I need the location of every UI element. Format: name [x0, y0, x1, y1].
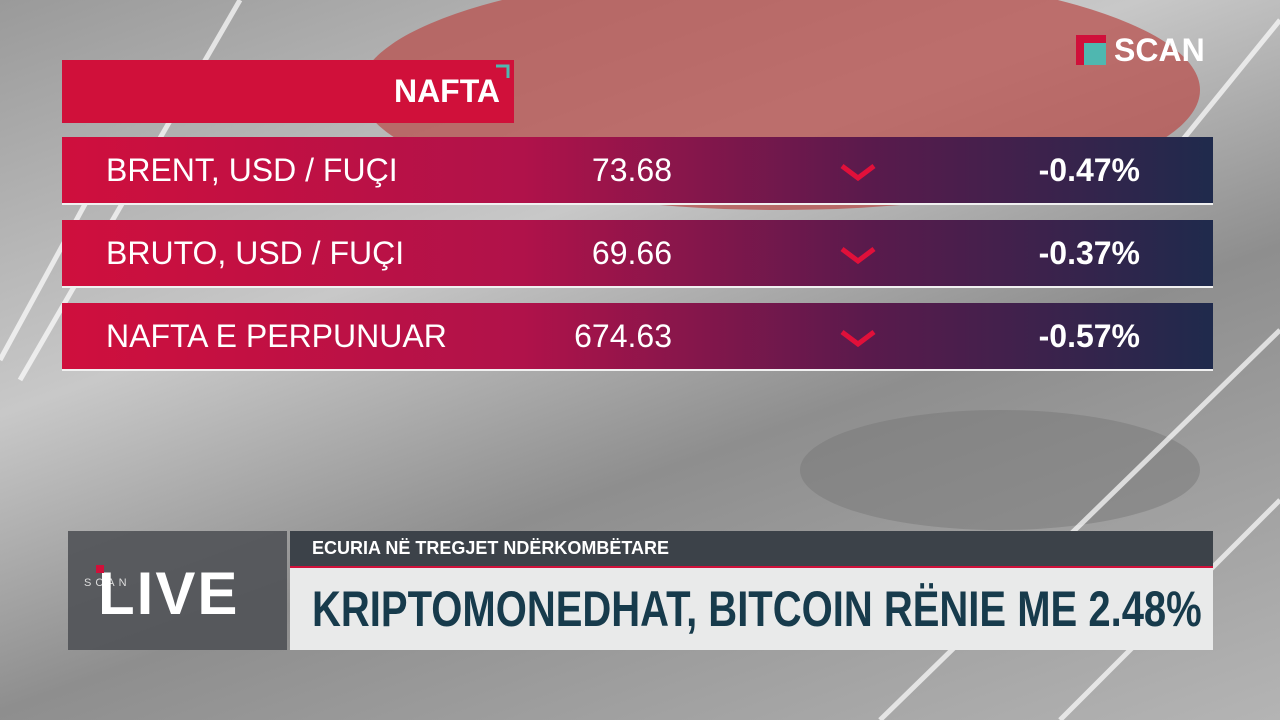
price: 73.68: [591, 152, 672, 188]
change-percent: -0.57%: [1038, 318, 1140, 354]
corner-mark: [496, 64, 510, 78]
channel-logo: SCAN: [1074, 32, 1205, 68]
panel-title: NAFTA: [393, 73, 500, 109]
live-brand: SCAN: [84, 577, 131, 589]
instrument-name: BRENT, USD / FUÇI: [106, 152, 398, 188]
instrument-name: BRUTO, USD / FUÇI: [106, 235, 405, 271]
live-badge: SCAN LIVE: [68, 531, 287, 650]
live-dot: [96, 565, 104, 573]
price-row: BRUTO, USD / FUÇI 69.66 -0.37%: [62, 220, 1213, 288]
panel-title-bar: NAFTA: [62, 60, 514, 123]
price: 69.66: [591, 235, 672, 271]
down-arrow: [840, 164, 876, 181]
instrument-name: NAFTA E PERPUNUAR: [106, 318, 447, 354]
price-row: NAFTA E PERPUNUAR 674.63 -0.57%: [62, 303, 1213, 371]
change-percent: -0.47%: [1038, 152, 1140, 188]
kicker-bar: ECURIA NË TREGJET NDËRKOMBËTARE: [290, 531, 1213, 568]
change-percent: -0.37%: [1038, 235, 1140, 271]
headline-bar: KRIPTOMONEDHAT, BITCOIN RËNIE ME 2.48%: [290, 568, 1213, 650]
headline: KRIPTOMONEDHAT, BITCOIN RËNIE ME 2.48%: [312, 581, 1202, 637]
live-text: LIVE: [98, 560, 240, 627]
down-arrow: [840, 330, 876, 347]
price: 674.63: [574, 318, 672, 354]
logo-icon: [1076, 35, 1106, 65]
kicker: ECURIA NË TREGJET NDËRKOMBËTARE: [312, 538, 670, 558]
price-row: BRENT, USD / FUÇI 73.68 -0.47%: [62, 137, 1213, 205]
logo-text: SCAN: [1114, 31, 1205, 68]
down-arrow: [840, 247, 876, 264]
